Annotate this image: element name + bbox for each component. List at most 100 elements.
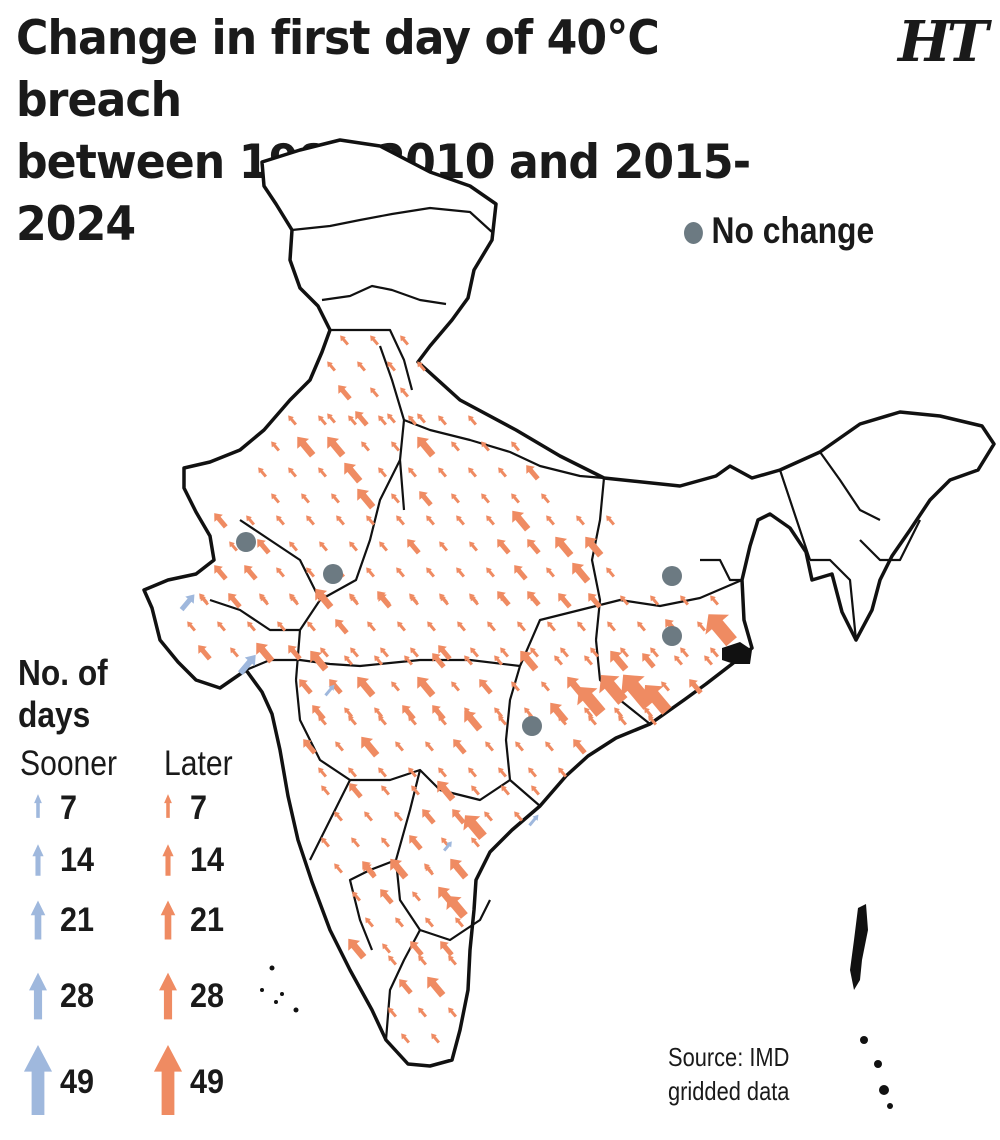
later-arrow (379, 541, 389, 552)
later-arrow (348, 415, 358, 426)
legend-later-value: 49 (190, 1063, 225, 1101)
later-arrow (247, 621, 257, 632)
later-arrow-large (463, 815, 487, 840)
later-arrow (361, 441, 371, 452)
later-arrow (327, 413, 337, 424)
later-arrow (307, 621, 317, 632)
later-arrow (380, 889, 394, 905)
later-arrow (258, 467, 268, 478)
later-arrow (485, 741, 495, 752)
later-arrow (648, 715, 658, 726)
later-arrow (363, 863, 377, 879)
later-arrow (374, 655, 384, 666)
legend-title: No. of days (18, 652, 150, 736)
later-arrow (418, 955, 428, 966)
later-arrow (438, 767, 448, 778)
later-arrow (710, 647, 720, 658)
coastal-delta (722, 642, 752, 664)
later-arrow (607, 621, 617, 632)
later-arrow (498, 767, 508, 778)
later-arrow (394, 811, 404, 822)
later-arrow (381, 785, 391, 796)
later-arrow (511, 493, 521, 504)
later-arrow (344, 655, 354, 666)
later-arrow (438, 645, 452, 661)
later-arrow (431, 1033, 441, 1044)
later-arrow (276, 567, 286, 578)
later-arrow (661, 681, 671, 692)
legend-sooner-value: 14 (60, 841, 95, 879)
later-arrow (400, 335, 410, 346)
later-arrow (397, 621, 407, 632)
legend-later-value: 7 (190, 789, 208, 827)
later-arrow (468, 767, 478, 778)
later-arrow (558, 767, 568, 778)
later-arrow (425, 917, 435, 928)
later-arrow (546, 515, 556, 526)
legend-later-label: Later (164, 744, 233, 783)
later-arrow (319, 541, 329, 552)
later-arrow (550, 702, 569, 724)
later-arrow (704, 655, 714, 666)
later-arrow-large (446, 896, 468, 919)
later-arrow (517, 621, 527, 632)
later-arrow (545, 741, 555, 752)
later-arrow (367, 621, 377, 632)
legend-sooner-label: Sooner (20, 744, 118, 783)
later-arrow (448, 1007, 458, 1018)
later-arrow (410, 595, 420, 606)
later-arrow (498, 715, 508, 726)
later-arrow (340, 335, 350, 346)
later-arrow (277, 621, 287, 632)
later-arrow (290, 595, 300, 606)
later-arrow (511, 681, 521, 692)
later-arrow (378, 467, 388, 478)
legend-later-arrow (162, 844, 174, 876)
later-arrow (500, 595, 510, 606)
legend-sooner-arrow (30, 900, 46, 940)
later-arrow (230, 647, 240, 658)
later-arrow (244, 565, 258, 581)
later-arrow (680, 595, 690, 606)
later-arrow (338, 385, 352, 401)
later-arrow (417, 676, 436, 698)
later-arrow (334, 863, 344, 874)
later-arrow (391, 681, 401, 692)
later-arrow (590, 647, 600, 658)
later-arrow (301, 493, 311, 504)
legend-sooner-arrow (32, 844, 44, 876)
legend-sooner-arrow (23, 1045, 53, 1115)
later-arrow (214, 513, 228, 529)
later-arrow (349, 541, 359, 552)
legend-sooner-value: 28 (60, 977, 95, 1015)
later-arrow (409, 835, 423, 851)
later-arrow (395, 741, 405, 752)
later-arrow (289, 541, 299, 552)
later-arrow (381, 837, 391, 848)
later-arrow (411, 785, 421, 796)
later-arrow (572, 562, 591, 584)
later-arrow (554, 655, 564, 666)
later-arrow (511, 441, 521, 452)
later-arrow (500, 647, 510, 658)
later-arrow (387, 413, 397, 424)
later-arrow (486, 567, 496, 578)
later-arrow (228, 593, 242, 609)
legend-later-value: 14 (190, 841, 225, 879)
later-arrow (288, 467, 298, 478)
later-arrow (515, 741, 525, 752)
sooner-arrow (442, 841, 452, 852)
later-arrow (344, 462, 363, 484)
later-arrow (348, 767, 358, 778)
map-title: Change in first day of 40°C breach betwe… (16, 8, 824, 256)
later-arrow (276, 515, 286, 526)
legend-sooner-value: 49 (60, 1063, 95, 1101)
later-arrow (642, 653, 656, 669)
later-arrow (417, 361, 427, 372)
no-change-point (236, 532, 256, 552)
later-arrow (437, 780, 456, 802)
later-arrow (327, 436, 346, 458)
later-arrow (366, 567, 376, 578)
later-arrow (297, 436, 316, 458)
later-arrow (288, 415, 298, 426)
